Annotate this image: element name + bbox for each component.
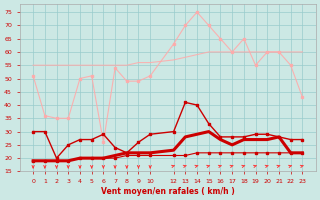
X-axis label: Vent moyen/en rafales ( km/h ): Vent moyen/en rafales ( km/h ) (101, 187, 235, 196)
